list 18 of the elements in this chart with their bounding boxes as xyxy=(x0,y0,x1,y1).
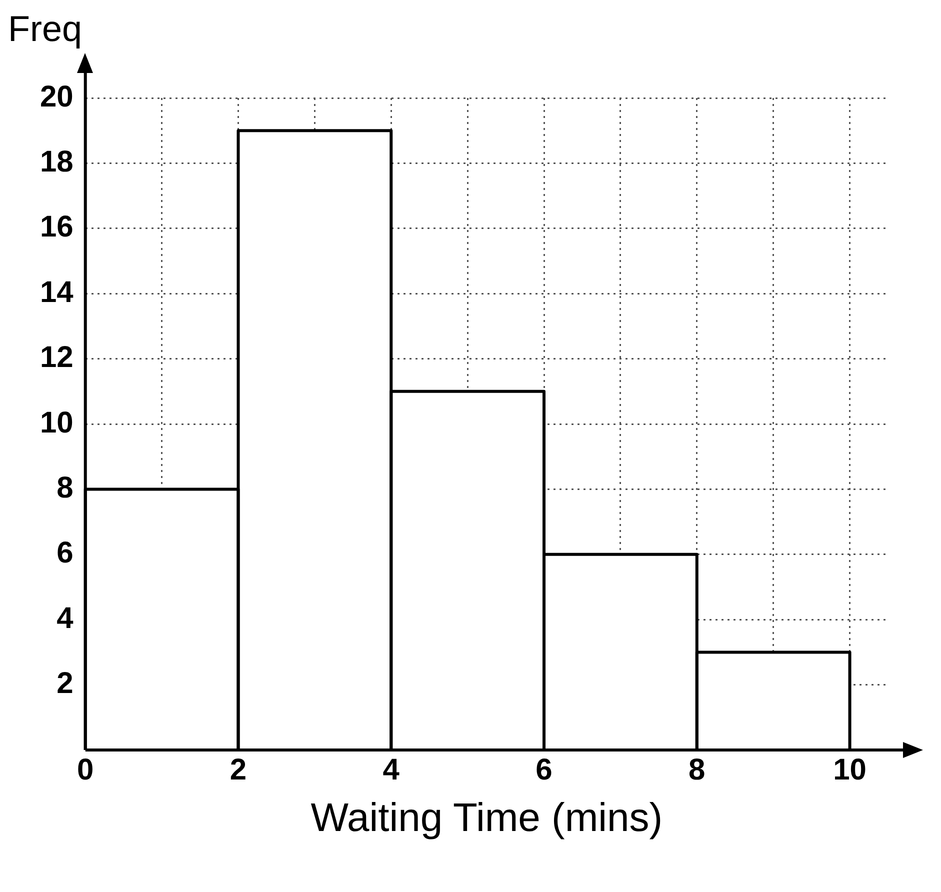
x-tick-label: 2 xyxy=(230,753,247,786)
x-tick-label: 6 xyxy=(536,753,552,786)
x-tick-label: 8 xyxy=(688,753,706,786)
y-tick-label: 8 xyxy=(56,471,74,504)
x-tick-label: 4 xyxy=(382,753,400,786)
y-tick-label: 6 xyxy=(56,536,74,570)
x-axis-title: Waiting Time (mins) xyxy=(310,796,663,840)
y-tick-label: 2 xyxy=(56,667,74,700)
x-tick-label: 0 xyxy=(77,753,94,786)
y-tick-label: 10 xyxy=(40,406,74,440)
y-tick-label: 20 xyxy=(40,80,74,114)
y-tick-label: 16 xyxy=(40,210,74,244)
y-tick-label: 4 xyxy=(56,602,74,635)
y-tick-label: 14 xyxy=(40,276,74,309)
y-axis-title: Freq xyxy=(8,8,82,50)
y-tick-label: 18 xyxy=(40,145,74,178)
x-tick-label: 10 xyxy=(833,753,866,786)
y-tick-label: 12 xyxy=(40,341,74,374)
